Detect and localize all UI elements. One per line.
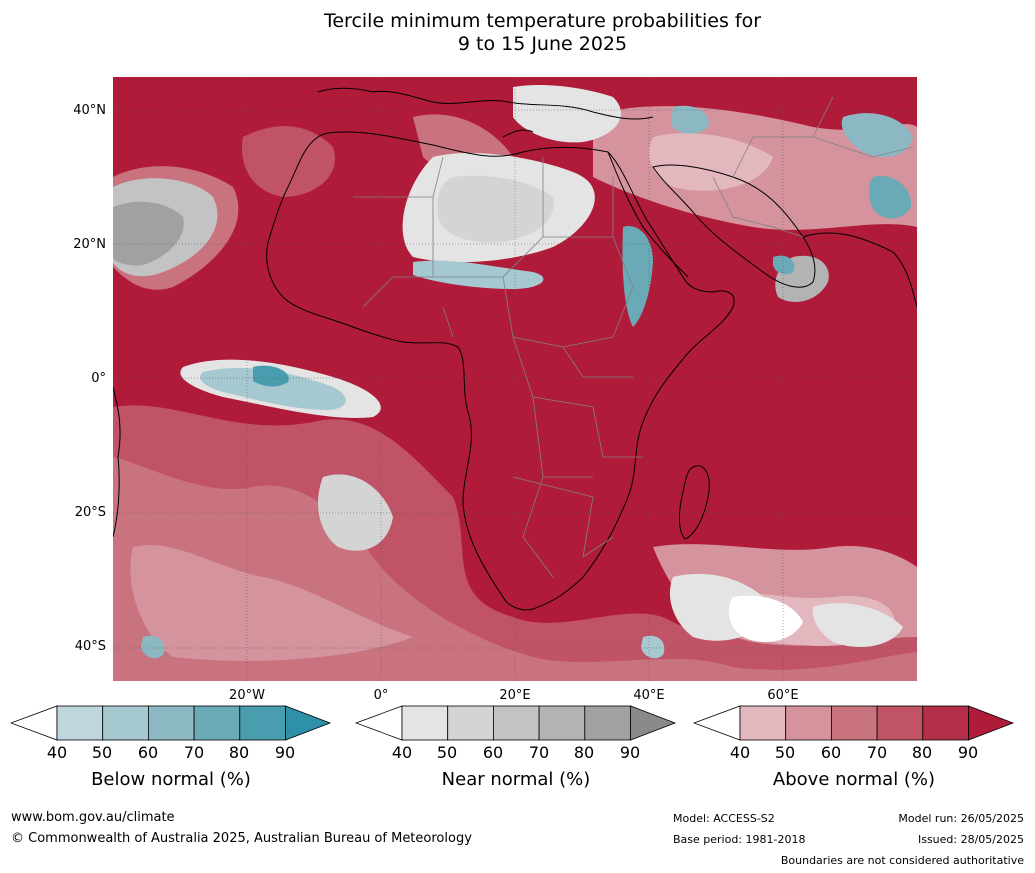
colorbar-bin (739, 705, 787, 741)
coastlines (113, 87, 917, 611)
lon-label-60e: 60°E (767, 688, 799, 703)
colorbar-bin (538, 705, 586, 741)
colorbar-bin (447, 705, 494, 741)
lon-label-20e: 20°E (499, 688, 531, 703)
colorbar-low-extend (692, 705, 741, 741)
legend-near-tick: 70 (528, 743, 550, 762)
lat-label-equator: 0° (91, 371, 106, 386)
colorbar-bin (584, 705, 631, 741)
legend-near-tick: 90 (619, 743, 641, 762)
legend-below-tick: 70 (183, 743, 205, 762)
legend-above-normal: 40 50 60 70 80 90 Above normal (%) (692, 705, 1015, 805)
colorbar-bin (239, 705, 286, 741)
colorbar-bin (785, 705, 832, 741)
legend-below-tick: 50 (91, 743, 113, 762)
legend-above-tick: 70 (866, 743, 888, 762)
map-canvas (113, 77, 917, 681)
colorbar-low-extend (9, 705, 58, 741)
lat-label-20s: 20°S (74, 505, 106, 520)
footer-issued: Issued: 28/05/2025 (917, 833, 1024, 846)
legend-near-title: Near normal (%) (441, 769, 591, 790)
legend-below-title: Below normal (%) (91, 769, 251, 790)
probability-map (113, 77, 917, 681)
graticule (113, 77, 917, 681)
footer-website[interactable]: www.bom.gov.au/climate (11, 810, 175, 825)
footer-disclaimer: Boundaries are not considered authoritat… (780, 854, 1024, 867)
title-line-1: Tercile minimum temperature probabilitie… (323, 10, 762, 32)
footer-model: Model: ACCESS-S2 (673, 812, 775, 825)
legend-below-tick: 80 (228, 743, 250, 762)
footer-copyright: © Commonwealth of Australia 2025, Austra… (11, 831, 472, 846)
near-normal-patches (113, 85, 903, 647)
colorbar-bin (922, 705, 969, 741)
colorbar-high-extend (285, 705, 332, 741)
legend-below-normal: 40 50 60 70 80 90 Below normal (%) (9, 705, 332, 805)
legend-above-tick: 60 (820, 743, 842, 762)
lon-label-0: 0° (373, 688, 389, 703)
colorbar-bin (193, 705, 241, 741)
legend-near-normal: 40 50 60 70 80 90 Near normal (%) (354, 705, 677, 805)
colorbar-bin (102, 705, 149, 741)
legend-above-tick: 90 (957, 743, 979, 762)
colorbar-low-extend (354, 705, 403, 741)
lat-label-20n: 20°N (73, 237, 106, 252)
legend-below-tick: 90 (274, 743, 296, 762)
colorbar-bin (147, 705, 195, 741)
legend-above-title: Above normal (%) (772, 769, 936, 790)
footer-base-period: Base period: 1981-2018 (673, 833, 806, 846)
colorbar-above (692, 705, 1015, 741)
colorbar-below (9, 705, 332, 741)
colorbar-bin (876, 705, 924, 741)
legend-below-tick: 60 (137, 743, 159, 762)
lon-label-20w: 20°W (229, 688, 265, 703)
colorbar-high-extend (968, 705, 1015, 741)
legend-below-tick: 40 (46, 743, 68, 762)
colorbar-bin (401, 705, 449, 741)
colorbar-bin (56, 705, 104, 741)
legend-above-tick: 80 (911, 743, 933, 762)
colorbar-bin (492, 705, 540, 741)
colorbar-bin (830, 705, 878, 741)
lon-label-40e: 40°E (633, 688, 665, 703)
lat-label-40s: 40°S (74, 639, 106, 654)
legend-near-tick: 80 (573, 743, 595, 762)
legend-above-tick: 40 (729, 743, 751, 762)
lat-label-40n: 40°N (73, 103, 106, 118)
title-line-2: 9 to 15 June 2025 (457, 33, 628, 55)
colorbar-high-extend (630, 705, 677, 741)
country-borders (353, 96, 914, 578)
below-normal-patches (141, 105, 913, 659)
chart-title: Tercile minimum temperature probabilitie… (0, 10, 1035, 56)
legend-near-tick: 40 (391, 743, 413, 762)
legend-near-tick: 60 (482, 743, 504, 762)
footer-model-run: Model run: 26/05/2025 (898, 812, 1024, 825)
legend-above-tick: 50 (774, 743, 796, 762)
legend-near-tick: 50 (436, 743, 458, 762)
colorbar-near (354, 705, 677, 741)
